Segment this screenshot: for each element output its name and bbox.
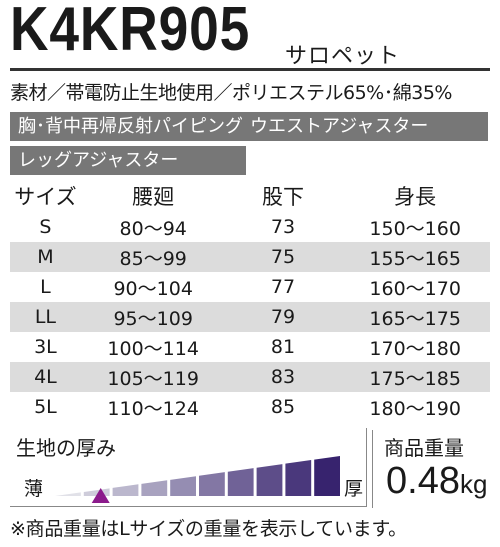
gauge-step [314, 456, 340, 496]
size-cell: LL [10, 302, 81, 332]
size-table: サイズ 腰廻 股下 身長 S 80〜94 73 150〜160 M 85〜99 … [10, 180, 490, 422]
size-cell: S [10, 212, 81, 242]
footnote: ※商品重量はLサイズの重量を表示しています。 [10, 518, 407, 540]
thickness-marker [91, 488, 110, 503]
inseam-cell: 79 [225, 302, 341, 332]
feature-tag-waist-adjuster: ウエストアジャスター [242, 112, 488, 141]
fabric-thickness-title: 生地の厚み [16, 436, 116, 460]
size-cell: 5L [10, 392, 81, 422]
gauge-step [256, 464, 283, 496]
table-row: LL 95〜109 79 165〜175 [10, 302, 490, 332]
weight-unit: kg [459, 469, 488, 499]
height-cell: 150〜160 [340, 212, 490, 242]
waist-cell: 95〜109 [80, 302, 226, 332]
waist-cell: 85〜99 [80, 242, 226, 272]
inseam-cell: 83 [225, 362, 341, 392]
weight-title: 商品重量 [384, 436, 464, 460]
inseam-cell: 85 [225, 392, 341, 422]
waist-cell: 100〜114 [80, 332, 226, 362]
feature-tag-leg-adjuster: レッグアジャスター [10, 146, 246, 175]
weight-divider [372, 430, 373, 508]
header-waist: 腰廻 [80, 180, 226, 212]
table-row: 5L 110〜124 85 180〜190 [10, 392, 490, 422]
feature-tag-piping: 胸･背中再帰反射パイピング [10, 112, 248, 141]
height-cell: 180〜190 [340, 392, 490, 422]
thin-label: 薄 [24, 478, 44, 500]
table-row: M 85〜99 75 155〜165 [10, 242, 490, 272]
height-cell: 175〜185 [340, 362, 490, 392]
header-inseam: 股下 [225, 180, 341, 212]
size-cell: 4L [10, 362, 81, 392]
model-number: K4KR905 [10, 0, 251, 64]
gauge-step [227, 468, 254, 496]
gauge-step [112, 484, 139, 496]
waist-cell: 90〜104 [80, 272, 226, 302]
height-cell: 165〜175 [340, 302, 490, 332]
gauge-step [170, 476, 196, 496]
header-divider [10, 68, 490, 71]
material-info: 素材／帯電防止生地使用／ポリエステル65%･綿35% [10, 82, 452, 104]
size-cell: 3L [10, 332, 81, 362]
height-cell: 155〜165 [340, 242, 490, 272]
header-size: サイズ [10, 180, 81, 212]
table-row: S 80〜94 73 150〜160 [10, 212, 490, 242]
header-height: 身長 [340, 180, 490, 212]
fabric-thickness-panel [10, 428, 367, 507]
inseam-cell: 73 [225, 212, 341, 242]
thick-label: 厚 [344, 478, 364, 500]
inseam-cell: 81 [225, 332, 341, 362]
gauge-step [141, 480, 168, 496]
size-cell: L [10, 272, 81, 302]
weight-value: 0.48kg [386, 460, 487, 503]
waist-cell: 105〜119 [80, 362, 226, 392]
inseam-cell: 77 [225, 272, 341, 302]
table-row: L 90〜104 77 160〜170 [10, 272, 490, 302]
gauge-step [199, 472, 225, 496]
table-row: 3L 100〜114 81 170〜180 [10, 332, 490, 362]
height-cell: 170〜180 [340, 332, 490, 362]
gauge-step [285, 460, 312, 496]
weight-number: 0.48 [386, 460, 460, 502]
height-cell: 160〜170 [340, 272, 490, 302]
product-name: サロペット [285, 44, 401, 69]
size-cell: M [10, 242, 81, 272]
waist-cell: 110〜124 [80, 392, 226, 422]
thickness-gauge [55, 456, 340, 503]
size-table-header: サイズ 腰廻 股下 身長 [10, 180, 490, 212]
waist-cell: 80〜94 [80, 212, 226, 242]
inseam-cell: 75 [225, 242, 341, 272]
gauge-step [55, 492, 81, 496]
table-row: 4L 105〜119 83 175〜185 [10, 362, 490, 392]
